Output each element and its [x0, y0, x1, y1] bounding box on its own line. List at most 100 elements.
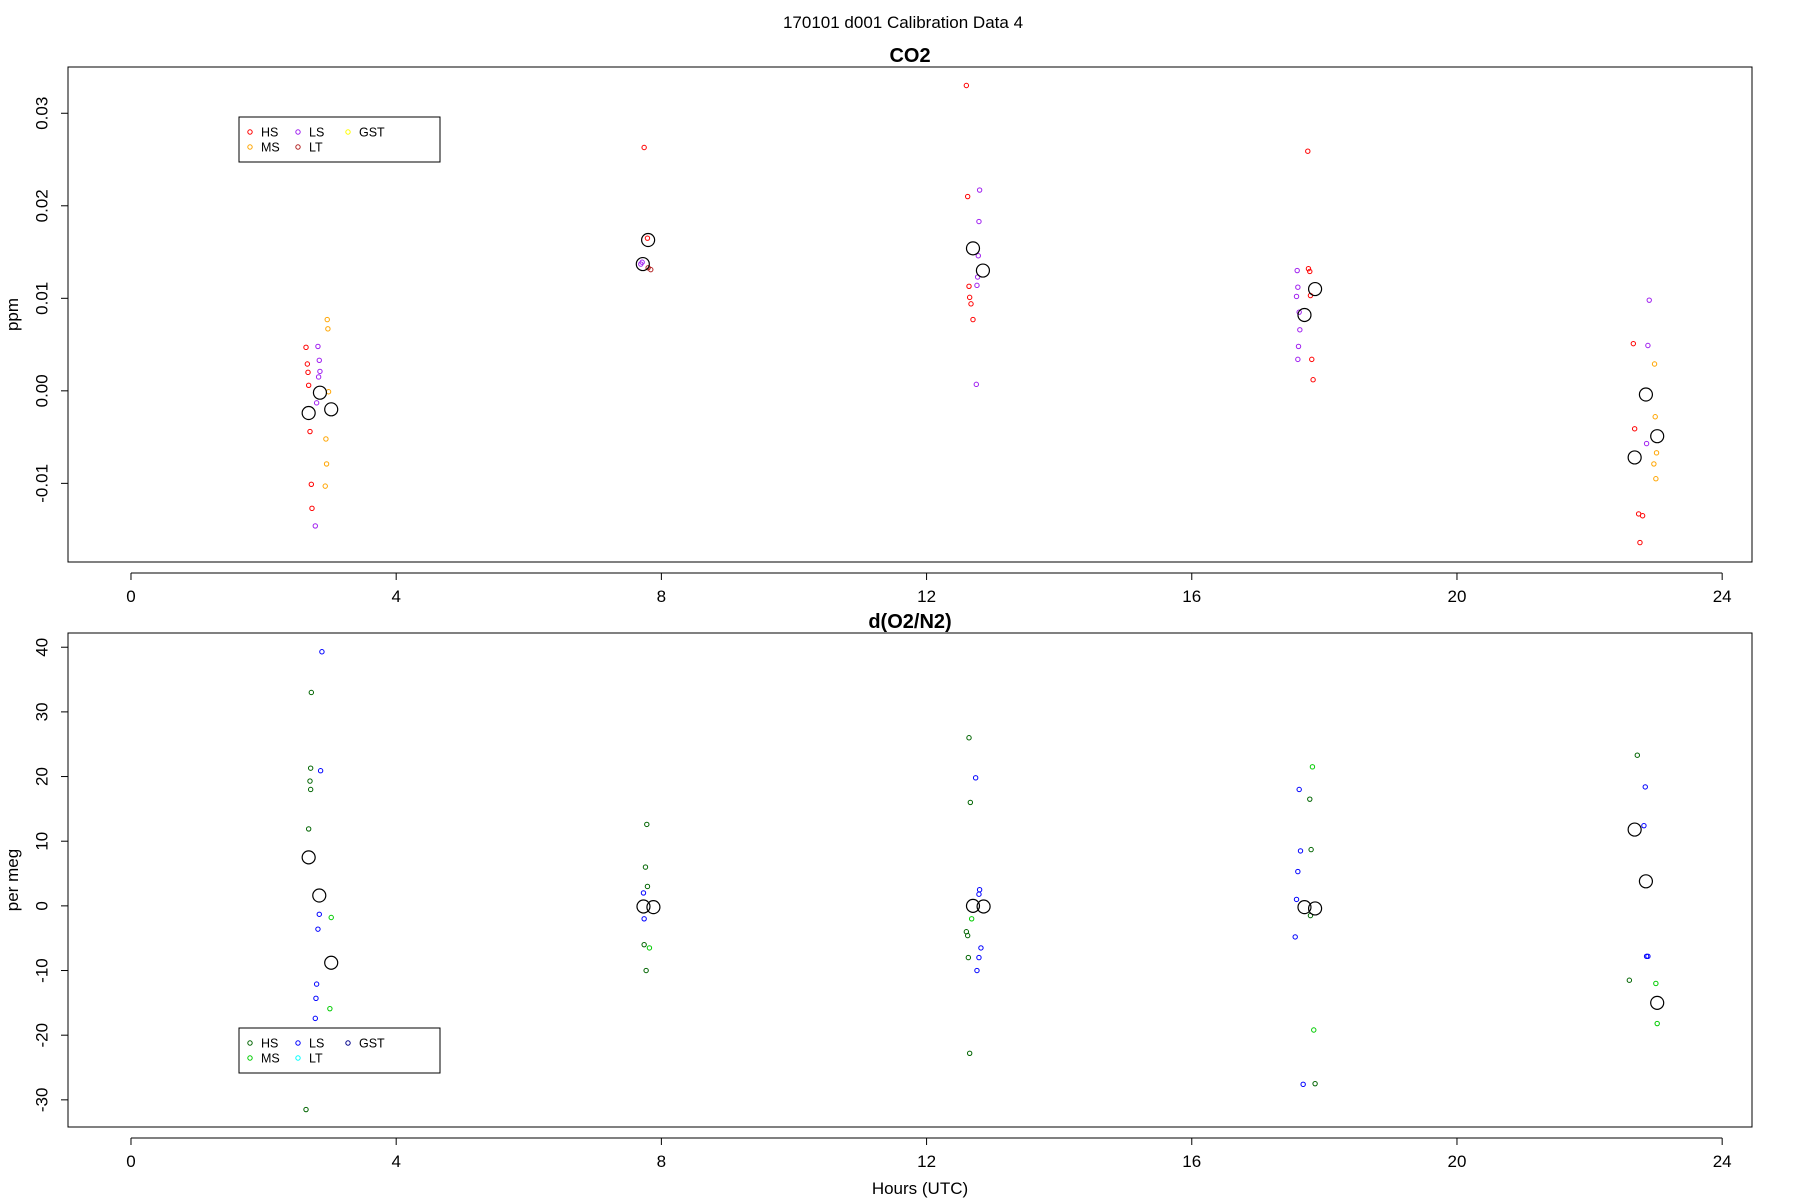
co2-mean-point [1307, 281, 1323, 297]
o2n2-point-hs [642, 864, 649, 870]
co2-mean-point [975, 263, 991, 278]
co2-point-hs [1639, 513, 1646, 519]
co2-point-ms [1651, 361, 1658, 367]
o2n2-legend-label-gst: GST [359, 1037, 385, 1051]
o2n2-legend-marker-ls [295, 1040, 301, 1046]
co2-point-ms [324, 316, 330, 323]
co2-y-tick-label: -0.01 [32, 464, 51, 503]
co2-point-hs [1307, 268, 1313, 275]
o2n2-mean-point [1638, 874, 1654, 889]
o2n2-legend-marker-gst [345, 1040, 351, 1046]
o2n2-y-tick-label: 10 [32, 832, 51, 851]
co2-x-tick-label: 24 [1713, 587, 1732, 606]
co2-point-hs [303, 344, 309, 351]
o2n2-x-axis-label: Hours (UTC) [872, 1179, 968, 1198]
co2-point-ls [639, 259, 645, 265]
co2-y-tick-label: 0.01 [32, 282, 51, 315]
o2n2-y-tick-label: 0 [32, 901, 51, 910]
o2n2-legend-label-lt: LT [309, 1052, 323, 1066]
o2n2-point-ls [319, 649, 325, 655]
o2n2-panel: d(O2/N2) 0 4 8 12 16 20 24 -30 -20 -10 0 10 20 30 40 per… [3, 611, 1753, 1198]
o2n2-x-tick-label: 8 [657, 1152, 666, 1171]
co2-point-hs [305, 369, 311, 376]
co2-x-tick-label: 4 [391, 587, 400, 606]
co2-point-hs [309, 505, 315, 512]
co2-point-ms [1653, 476, 1659, 482]
co2-point-ls [1643, 440, 1650, 447]
co2-point-hs [1637, 539, 1643, 546]
co2-mean-point [312, 385, 328, 400]
co2-mean-point [301, 405, 316, 421]
o2n2-mean-point [1650, 995, 1665, 1010]
co2-legend-box [238, 116, 441, 163]
co2-point-hs [966, 283, 972, 289]
co2-point-hs [968, 301, 974, 307]
co2-point-ls [976, 218, 982, 225]
o2n2-y-tick-label: -20 [32, 1023, 51, 1048]
co2-point-ls [974, 282, 980, 289]
o2n2-x-tick-label: 16 [1182, 1152, 1201, 1171]
co2-mean-point [635, 256, 650, 272]
o2n2-point-ms [327, 1005, 333, 1012]
co2-point-lt [648, 266, 654, 273]
co2-point-hs [1630, 340, 1637, 347]
co2-point-ls [316, 357, 322, 363]
o2n2-x-tick-label: 24 [1713, 1152, 1732, 1171]
o2n2-point-hs [1634, 752, 1641, 758]
o2n2-x-tick-label: 4 [391, 1152, 400, 1171]
o2n2-point-ls [1642, 784, 1648, 790]
o2n2-y-tick-label: 20 [32, 767, 51, 786]
co2-legend-marker-gst [345, 129, 351, 135]
co2-point-ls [313, 400, 320, 406]
co2-x-tick-label: 16 [1182, 587, 1201, 606]
co2-legend-marker-ls [295, 129, 301, 135]
co2-point-ms [1651, 461, 1657, 467]
co2-point-hs [964, 193, 971, 200]
co2-point-hs [1305, 266, 1312, 272]
o2n2-point-ls [976, 891, 982, 897]
o2n2-point-ms [1653, 980, 1659, 987]
o2n2-point-hs [1308, 846, 1314, 853]
o2n2-point-ls [1643, 953, 1650, 959]
o2n2-mean-point [1307, 901, 1323, 916]
o2n2-x-tick-label: 20 [1448, 1152, 1467, 1171]
o2n2-point-ls [1297, 848, 1304, 854]
o2n2-mean-point [1627, 822, 1642, 837]
o2n2-point-hs [303, 1106, 309, 1113]
o2n2-mean-point [1297, 900, 1312, 915]
o2n2-point-hs [308, 689, 315, 696]
o2n2-x-tick-label: 0 [126, 1152, 135, 1171]
co2-point-ls [1296, 309, 1302, 315]
co2-x-tick-label: 0 [126, 587, 135, 606]
co2-legend-marker-hs [247, 129, 253, 135]
o2n2-point-ls [1300, 1081, 1306, 1088]
co2-panel: CO2 0 4 8 12 16 20 24 -0.01 0.00 0.01 0.02 0.03 ppm HS… [3, 45, 1753, 606]
o2n2-point-ls [312, 1015, 318, 1022]
co2-mean-point [641, 232, 656, 248]
o2n2-point-ms [328, 914, 334, 921]
o2n2-point-hs [644, 821, 650, 828]
o2n2-point-hs [1626, 977, 1633, 983]
o2n2-point-hs [307, 778, 313, 784]
co2-point-hs [641, 144, 647, 151]
co2-point-hs [307, 428, 313, 435]
o2n2-point-hs [964, 932, 971, 939]
o2n2-point-ls [641, 916, 647, 922]
co2-y-tick-label: 0.02 [32, 189, 51, 222]
co2-point-hs [1309, 356, 1315, 363]
o2n2-point-ms [1654, 1020, 1660, 1027]
o2n2-point-ls [1295, 868, 1301, 875]
co2-y-tick-label: 0.03 [32, 97, 51, 130]
co2-point-ls [975, 253, 981, 259]
co2-point-ms [322, 483, 328, 489]
o2n2-point-ls [315, 926, 321, 932]
co2-point-ls [315, 374, 322, 380]
co2-legend-label-gst: GST [359, 126, 385, 140]
co2-point-hs [963, 82, 970, 89]
o2n2-y-tick-label: -10 [32, 958, 51, 983]
o2n2-point-hs [644, 883, 651, 890]
co2-point-ls [317, 368, 323, 375]
o2n2-point-hs [305, 826, 312, 832]
co2-legend-label-lt: LT [309, 141, 323, 155]
